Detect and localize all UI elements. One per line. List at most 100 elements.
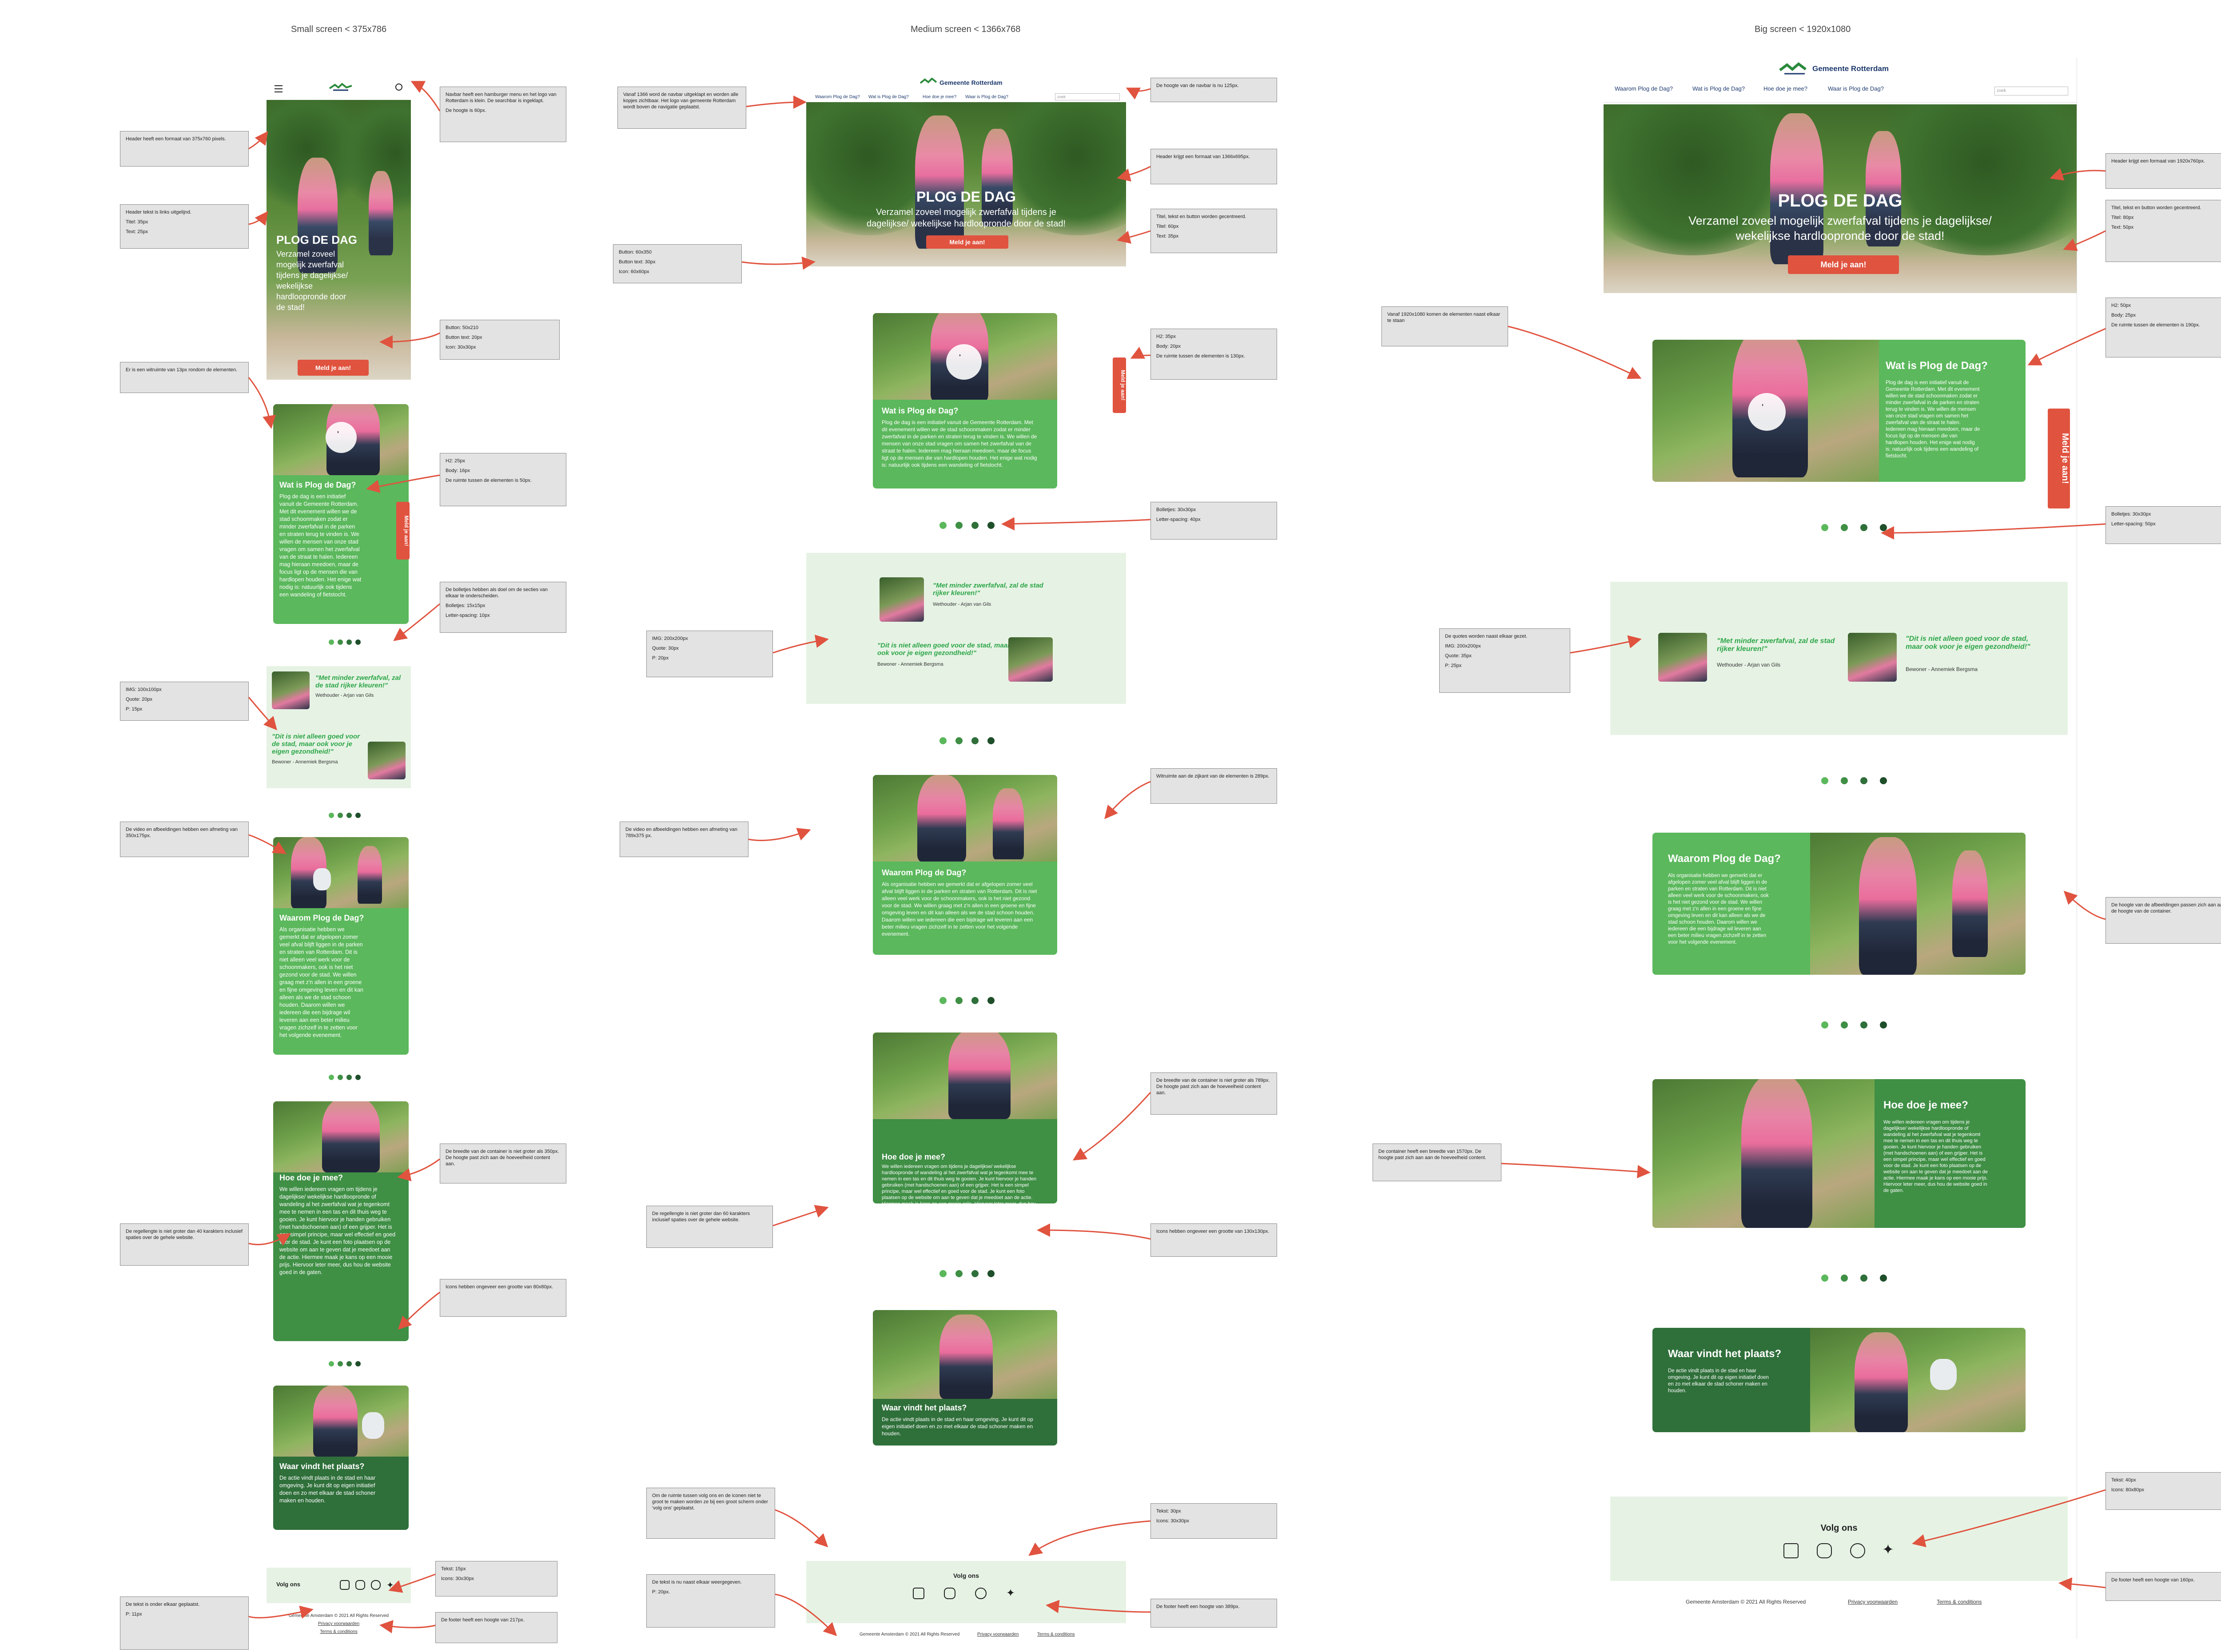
card-body: We willen iedereen vragen om tijdens je …	[882, 1164, 1036, 1203]
annotation-line: De video en afbeeldingen hebben een afme…	[625, 827, 737, 838]
annotation-arrow	[393, 603, 440, 641]
hamburger-icon[interactable]	[275, 85, 283, 92]
annotation-line: Titel: 80px	[2111, 215, 2134, 220]
nav-link[interactable]: Hoe doe je mee?	[1763, 85, 1808, 92]
annotation-line: De quotes worden naast elkaar gezet.	[1445, 634, 1528, 639]
annotation-note: H2: 50px Body: 25px De ruimte tussen de el…	[2106, 298, 2221, 357]
annotation-arrow	[772, 1205, 829, 1227]
terms-link[interactable]: Terms & conditions	[320, 1629, 358, 1634]
annotation-note: Bolletjes: 30x30px Letter-spacing: 50px	[2106, 506, 2221, 544]
annotation-note: De bolletjes hebben als doel om de secti…	[440, 582, 566, 633]
terms-link[interactable]: Terms & conditions	[1037, 1632, 1075, 1637]
privacy-link[interactable]: Privacy voorwaarden	[977, 1632, 1019, 1637]
register-button[interactable]: Meld je aan!	[926, 235, 1008, 249]
side-register-tab[interactable]: Meld je aan!	[1113, 357, 1126, 413]
card-image	[873, 775, 1057, 862]
nav-link[interactable]: Waar is Plog de Dag?	[965, 95, 1008, 99]
side-register-tab[interactable]: Meld je aan!	[2048, 409, 2070, 508]
annotation-arrow	[388, 1573, 436, 1593]
register-button[interactable]: Meld je aan!	[298, 360, 369, 376]
card-image	[873, 1310, 1057, 1399]
search-input[interactable]: zoek	[1055, 93, 1120, 100]
big-follow: Volg ons ✦	[1610, 1497, 2068, 1581]
quote-author: Wethouder - Arjan van Gils	[1717, 662, 1781, 668]
small-quotes: "Met minder zwerfafval, zal de stad rijk…	[267, 666, 411, 788]
search-icon[interactable]	[395, 83, 402, 91]
privacy-link[interactable]: Privacy voorwaarden	[318, 1621, 360, 1626]
facebook-icon[interactable]	[340, 1580, 350, 1590]
annotation-line: De tekst is nu naast elkaar weergegeven.	[652, 1580, 742, 1585]
medium-follow: Volg ons ✦	[806, 1561, 1126, 1623]
nav-link[interactable]: Hoe doe je mee?	[923, 95, 957, 99]
register-button[interactable]: Meld je aan!	[1788, 255, 1899, 274]
play-icon[interactable]	[326, 422, 357, 453]
section-dots	[1821, 1021, 1887, 1029]
terms-link[interactable]: Terms & conditions	[1937, 1599, 1982, 1605]
nav-link[interactable]: Wat is Plog de Dag?	[1692, 85, 1745, 92]
privacy-link[interactable]: Privacy voorwaarden	[1848, 1599, 1898, 1605]
copyright-text: Gemeente Amsterdam © 2021 All Rights Res…	[860, 1632, 960, 1637]
logo-icon[interactable]	[1779, 62, 1810, 75]
annotation-note: Icons hebben ongeveer een grootte van 13…	[1150, 1223, 1277, 1257]
quote-text: "Met minder zwerfafval, zal de stad rijk…	[1717, 637, 1835, 653]
youtube-icon[interactable]	[1850, 1543, 1865, 1558]
instagram-icon[interactable]	[1817, 1543, 1832, 1558]
annotation-note: Button: 50x210 Button text: 20px Icon: 30x…	[440, 320, 560, 360]
quote-author: Wethouder - Arjan van Gils	[933, 602, 991, 607]
annotation-line: De hoogte van de navbar is nu 125px.	[1156, 83, 1239, 88]
medium-screen-mockup: Gemeente Rotterdam Waarom Plog de Dag? W…	[806, 75, 1126, 1648]
annotation-line: De hoogte is 60px.	[446, 108, 486, 113]
nav-link[interactable]: Waarom Plog de Dag?	[815, 95, 860, 99]
play-icon[interactable]	[946, 344, 982, 380]
annotation-line: Icons hebben ongeveer een grootte van 13…	[1156, 1229, 1270, 1234]
annotation-arrow	[248, 1605, 314, 1619]
small-hero: PLOG DE DAG Verzamel zoveel mogelijk zwe…	[267, 100, 411, 380]
annotation-line: Letter-spacing: 50px	[2111, 521, 2156, 527]
medium-card-where: Waar vindt het plaats? De actie vindt pl…	[873, 1310, 1057, 1446]
play-icon[interactable]	[1748, 393, 1786, 431]
annotation-note: IMG: 200x200px Quote: 30px P: 20px	[646, 631, 773, 677]
card-body: De actie vindt plaats in de stad en haar…	[882, 1416, 1033, 1437]
card-body: De actie vindt plaats in de stad en haar…	[279, 1475, 376, 1504]
logo-icon[interactable]	[329, 82, 353, 92]
instagram-icon[interactable]	[355, 1580, 365, 1590]
twitter-icon[interactable]: ✦	[1882, 1541, 1894, 1557]
video-thumbnail	[273, 404, 409, 475]
youtube-icon[interactable]	[975, 1588, 987, 1599]
facebook-icon[interactable]	[913, 1588, 924, 1599]
search-input[interactable]: zoek	[1994, 87, 2068, 95]
copyright-text: Gemeente Amsterdam © 2021 All Rights Res…	[288, 1613, 389, 1618]
annotation-line: Tekst: 15px	[441, 1566, 466, 1572]
annotation-arrow	[1501, 1163, 1651, 1179]
twitter-icon[interactable]: ✦	[1006, 1587, 1015, 1599]
quote-text: "Met minder zwerfafval, zal de stad rijk…	[933, 582, 1043, 597]
card-body: Als organisatie hebben we gemerkt dat er…	[279, 926, 364, 1038]
annotation-line: Vanaf 1920x1080 komen de elementen naast…	[1387, 312, 1501, 323]
nav-link[interactable]: Waarom Plog de Dag?	[1615, 85, 1673, 92]
big-screen-mockup: Gemeente Rotterdam Waarom Plog de Dag? W…	[1604, 58, 2077, 1639]
copyright-text: Gemeente Amsterdam © 2021 All Rights Res…	[1686, 1599, 1806, 1605]
medium-card-why: Waarom Plog de Dag? Als organisatie hebb…	[873, 775, 1057, 955]
big-card-what: Wat is Plog de Dag? Plog de dag is een i…	[1652, 340, 2026, 482]
annotation-line: Tekst: 40px	[2111, 1477, 2136, 1483]
annotation-note: De video en afbeeldingen hebben een afme…	[620, 822, 748, 857]
section-dots	[329, 1361, 361, 1366]
nav-link[interactable]: Wat is Plog de Dag?	[868, 95, 909, 99]
annotation-arrow	[410, 81, 441, 111]
small-screen-mockup: PLOG DE DAG Verzamel zoveel mogelijk zwe…	[267, 75, 411, 1648]
annotation-line: De ruimte tussen de elementen is 130px.	[1156, 353, 1245, 359]
quote-text: "Dit is niet alleen goed voor de stad, m…	[1906, 635, 2030, 651]
annotation-line: Quote: 30px	[652, 646, 679, 651]
side-register-tab[interactable]: Meld je aan!	[396, 502, 410, 560]
nav-link[interactable]: Waar is Plog de Dag?	[1828, 85, 1884, 92]
youtube-icon[interactable]	[371, 1580, 381, 1590]
annotation-note: De breedte van de container is niet grot…	[1150, 1072, 1277, 1115]
logo-icon[interactable]	[919, 77, 937, 87]
instagram-icon[interactable]	[944, 1588, 955, 1599]
annotation-line: De ruimte tussen de elementen is 190px.	[2111, 322, 2200, 328]
small-card-why: Waarom Plog de Dag? Als organisatie hebb…	[273, 837, 409, 1055]
facebook-icon[interactable]	[1783, 1543, 1799, 1558]
medium-card-how: Hoe doe je mee? We willen iedereen vrage…	[873, 1032, 1057, 1203]
annotation-line: Quote: 35px	[1445, 653, 1472, 659]
